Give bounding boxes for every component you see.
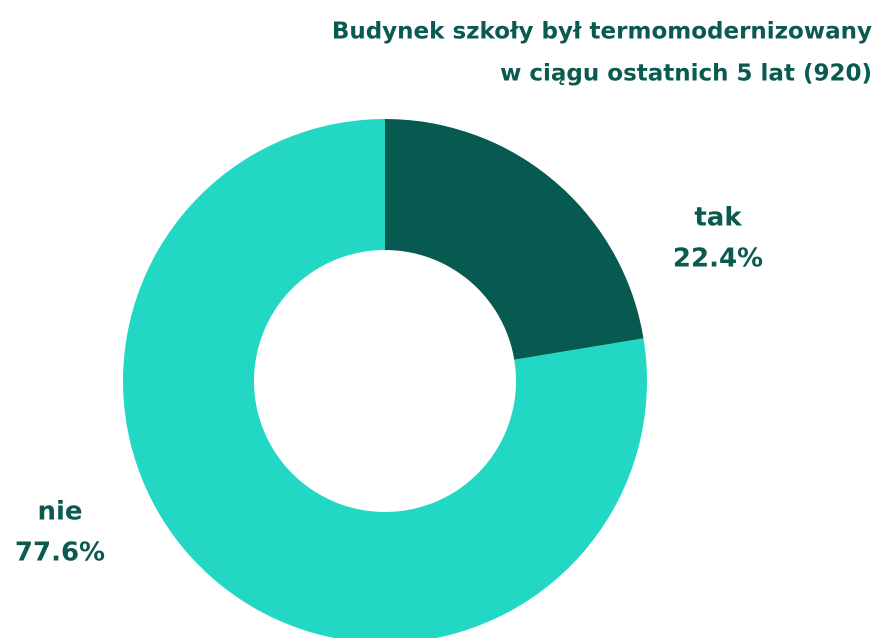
category-label: tak <box>694 203 742 233</box>
category-label: nie <box>37 497 82 527</box>
donut-slice <box>123 119 647 638</box>
value-label: 77.6% <box>15 538 105 568</box>
chart-title: w ciągu ostatnich 5 lat (920) <box>500 61 872 87</box>
donut-slice <box>385 119 644 360</box>
chart-title: Budynek szkoły był termomodernizowany <box>332 19 872 45</box>
value-label: 22.4% <box>673 244 763 274</box>
